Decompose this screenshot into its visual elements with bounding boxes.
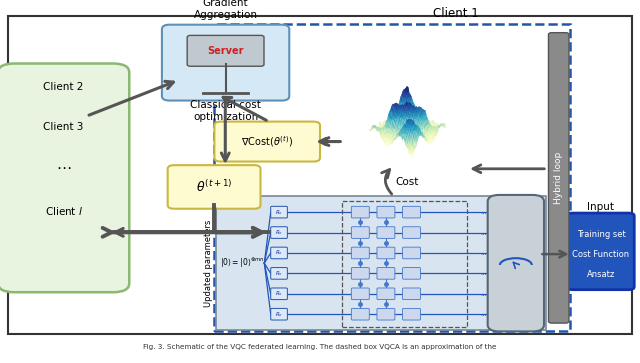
FancyBboxPatch shape [351, 206, 369, 218]
FancyBboxPatch shape [351, 247, 369, 259]
Text: $R_x$: $R_x$ [275, 289, 283, 298]
FancyBboxPatch shape [377, 227, 395, 238]
FancyBboxPatch shape [403, 288, 420, 299]
FancyBboxPatch shape [403, 247, 420, 259]
FancyBboxPatch shape [377, 309, 395, 320]
Text: ...: ... [480, 291, 486, 297]
FancyBboxPatch shape [403, 227, 420, 238]
FancyBboxPatch shape [403, 309, 420, 320]
Text: Ansatz: Ansatz [587, 270, 615, 280]
Text: Cost: Cost [395, 177, 419, 187]
FancyBboxPatch shape [188, 35, 264, 66]
Text: Hybrid loop: Hybrid loop [554, 152, 563, 204]
Text: Input: Input [588, 201, 614, 212]
Text: $R_x$: $R_x$ [275, 249, 283, 257]
Text: $R_x$: $R_x$ [275, 310, 283, 319]
Text: Updated parameters: Updated parameters [204, 220, 213, 307]
FancyBboxPatch shape [548, 33, 569, 323]
Bar [214, 24, 570, 331]
FancyBboxPatch shape [0, 64, 129, 292]
FancyBboxPatch shape [271, 206, 287, 218]
Text: Client $l$: Client $l$ [45, 204, 83, 217]
Text: ...: ... [480, 229, 486, 236]
Bar [8, 16, 632, 334]
Text: Client 1: Client 1 [433, 7, 479, 20]
FancyBboxPatch shape [271, 288, 287, 299]
Text: $\theta^{(t+1)}$: $\theta^{(t+1)}$ [196, 179, 232, 195]
FancyBboxPatch shape [403, 268, 420, 279]
Text: ...: ... [480, 270, 486, 276]
Text: Classical cost
optimization: Classical cost optimization [190, 100, 261, 122]
Text: Client 3: Client 3 [44, 122, 84, 132]
FancyBboxPatch shape [271, 309, 287, 320]
FancyBboxPatch shape [214, 122, 320, 162]
Text: ⋯: ⋯ [56, 161, 71, 176]
FancyBboxPatch shape [377, 247, 395, 259]
FancyBboxPatch shape [403, 206, 420, 218]
FancyBboxPatch shape [271, 247, 287, 259]
FancyBboxPatch shape [377, 288, 395, 299]
FancyBboxPatch shape [488, 195, 544, 331]
FancyBboxPatch shape [568, 213, 634, 290]
FancyBboxPatch shape [271, 227, 287, 238]
Text: Gradient
Aggregation: Gradient Aggregation [194, 0, 258, 20]
Text: Fig. 3. Schematic of the VQC federated learning. The dashed box VQCA is an appro: Fig. 3. Schematic of the VQC federated l… [143, 344, 497, 350]
Text: $R_x$: $R_x$ [275, 208, 283, 217]
FancyBboxPatch shape [377, 206, 395, 218]
Text: Server: Server [207, 46, 244, 56]
FancyBboxPatch shape [162, 25, 289, 101]
Text: $R_x$: $R_x$ [275, 269, 283, 278]
FancyBboxPatch shape [351, 227, 369, 238]
Text: Client 2: Client 2 [44, 82, 84, 92]
Text: $\nabla\mathrm{Cost}(\theta^{(t)})$: $\nabla\mathrm{Cost}(\theta^{(t)})$ [241, 134, 293, 149]
Text: Training set: Training set [577, 230, 625, 239]
Text: $|0\rangle = |0\rangle^{\otimes mn}$: $|0\rangle = |0\rangle^{\otimes mn}$ [220, 257, 264, 270]
Text: ...: ... [480, 250, 486, 256]
Text: ...: ... [480, 209, 486, 215]
FancyBboxPatch shape [168, 165, 260, 209]
FancyBboxPatch shape [351, 288, 369, 299]
Text: ...: ... [480, 311, 486, 317]
FancyBboxPatch shape [271, 268, 287, 279]
FancyBboxPatch shape [351, 309, 369, 320]
Text: Cost Function: Cost Function [572, 250, 630, 259]
Bar [216, 196, 546, 330]
FancyBboxPatch shape [377, 268, 395, 279]
FancyBboxPatch shape [351, 268, 369, 279]
Text: $R_x$: $R_x$ [275, 228, 283, 237]
Bar [342, 201, 467, 327]
